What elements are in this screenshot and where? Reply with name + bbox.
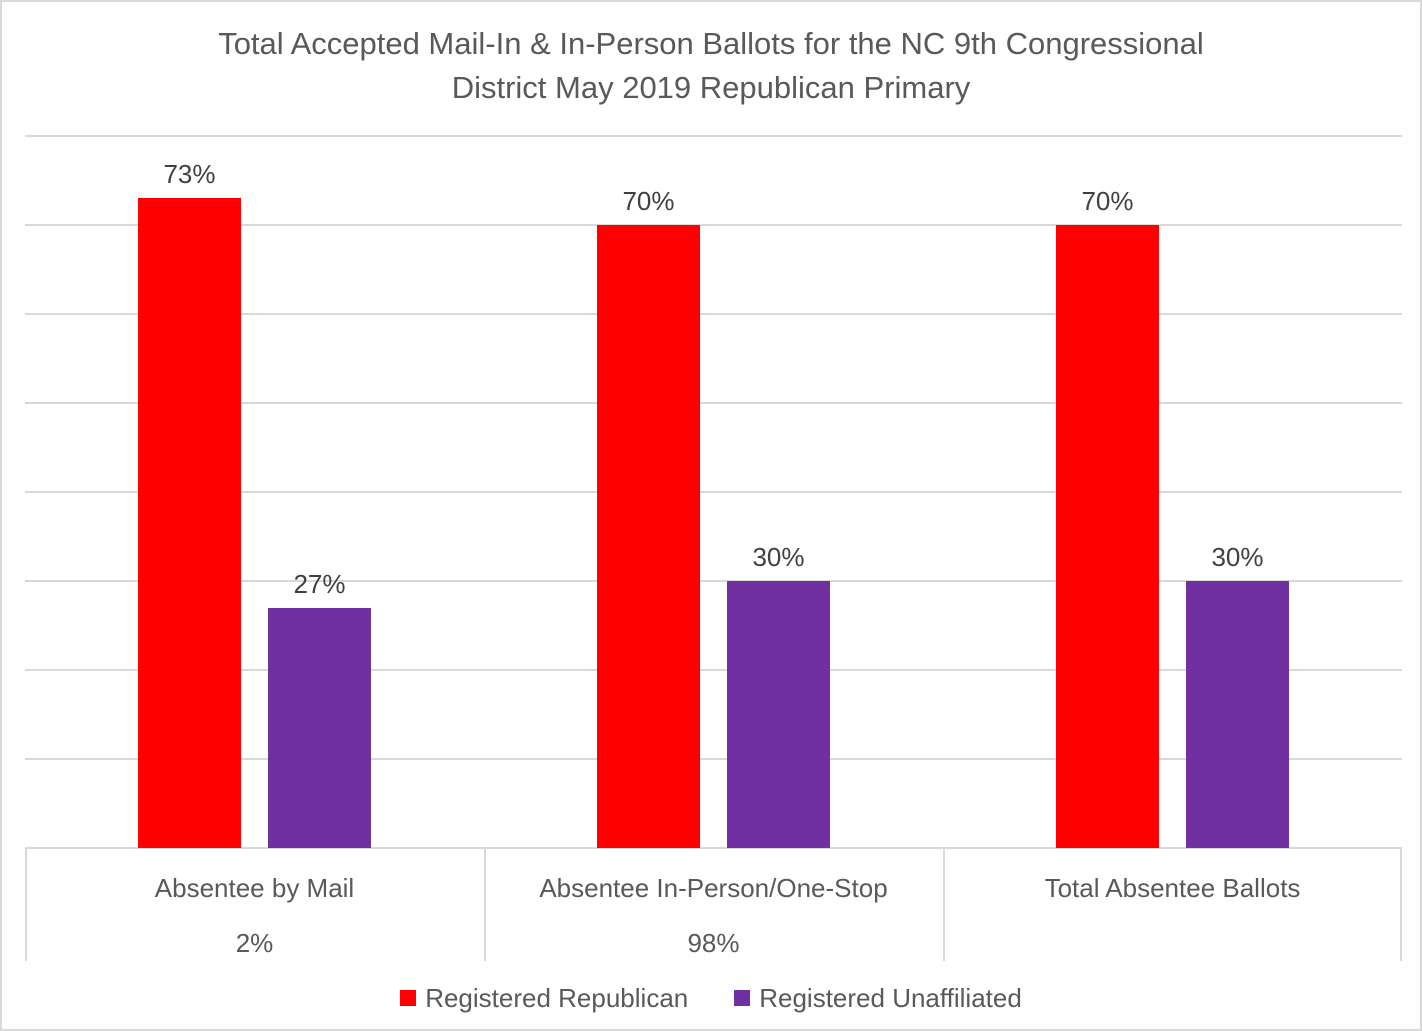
gridline <box>25 135 1402 137</box>
category-cell: Total Absentee Ballots <box>943 848 1402 961</box>
gridline <box>25 580 1402 582</box>
legend-label-registered-unaffiliated: Registered Unaffiliated <box>759 983 1022 1013</box>
bar-value-label: 30% <box>1211 542 1264 572</box>
category-cell: Absentee In-Person/One-Stop 98% <box>484 848 943 961</box>
category-divider <box>943 848 945 961</box>
gridline <box>25 402 1402 404</box>
bar-registered-unaffiliated <box>268 608 371 848</box>
category-label: Total Absentee Ballots <box>1044 873 1301 903</box>
category-sub-label: 98% <box>687 928 740 958</box>
bar-value-label: 27% <box>293 569 346 599</box>
bar-value-label: 30% <box>752 542 805 572</box>
bar-value-label: 73% <box>163 159 216 189</box>
chart-title-line2: District May 2019 Republican Primary <box>451 70 971 105</box>
legend-label-registered-republican: Registered Republican <box>425 983 689 1013</box>
category-divider <box>484 848 486 961</box>
bar-value-label: 70% <box>622 186 675 216</box>
bar-registered-republican <box>597 225 700 848</box>
x-axis-line <box>25 847 1402 849</box>
legend-swatch-republican-icon <box>400 990 417 1006</box>
category-divider <box>25 848 27 961</box>
category-cell: Absentee by Mail 2% <box>25 848 484 961</box>
legend-item-registered-unaffiliated: Registered Unaffiliated <box>734 982 1022 1014</box>
gridline <box>25 758 1402 760</box>
bar-registered-republican <box>138 198 241 848</box>
gridline <box>25 224 1402 226</box>
gridline <box>25 669 1402 671</box>
bar-registered-unaffiliated <box>1186 581 1289 848</box>
legend: Registered Republican Registered Unaffil… <box>2 982 1420 1014</box>
chart-title-line1: Total Accepted Mail-In & In-Person Ballo… <box>218 26 1204 61</box>
bar-value-label: 70% <box>1081 186 1134 216</box>
category-label: Absentee In-Person/One-Stop <box>539 873 888 903</box>
bar-registered-republican <box>1056 225 1159 848</box>
category-sub-label: 2% <box>235 928 274 958</box>
category-divider <box>1400 848 1402 961</box>
chart-title: Total Accepted Mail-In & In-Person Ballo… <box>2 22 1420 110</box>
gridline <box>25 313 1402 315</box>
legend-item-registered-republican: Registered Republican <box>400 982 688 1014</box>
legend-swatch-unaffiliated-icon <box>734 990 751 1006</box>
category-label: Absentee by Mail <box>154 873 355 903</box>
gridline <box>25 491 1402 493</box>
bar-registered-unaffiliated <box>727 581 830 848</box>
